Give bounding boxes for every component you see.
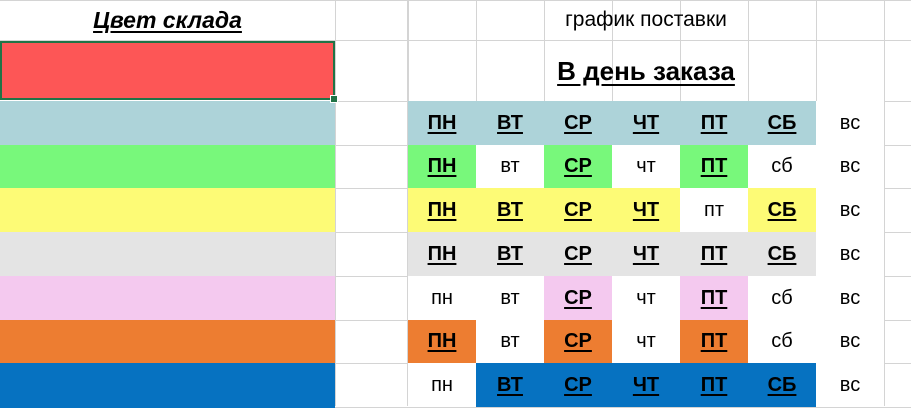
day-cell-r4-ср[interactable]: СР [544,232,612,276]
same-day-order-subtitle: В день заказа [557,55,735,86]
day-cell-r4-чт[interactable]: ЧТ [612,232,680,276]
day-cell-r1-ср[interactable]: СР [544,101,612,145]
gridline-horizontal [0,0,911,1]
day-cell-r1-чт[interactable]: ЧТ [612,101,680,145]
day-cell-r5-ср[interactable]: СР [544,276,612,320]
day-cell-r2-вс[interactable]: вс [816,145,884,188]
day-cell-r7-сб[interactable]: СБ [748,363,816,407]
warehouse-color-title: Цвет склада [93,6,242,33]
day-cell-r4-сб[interactable]: СБ [748,232,816,276]
day-cell-r7-пт[interactable]: ПТ [680,363,748,407]
color-swatch-green[interactable] [0,145,335,190]
day-cell-r3-пт[interactable]: пт [680,188,748,232]
day-cell-r2-сб[interactable]: сб [748,145,816,188]
day-cell-r6-сб[interactable]: сб [748,320,816,363]
day-cell-r2-пт[interactable]: ПТ [680,145,748,188]
day-cell-r1-вт[interactable]: ВТ [476,101,544,145]
day-cell-r6-чт[interactable]: чт [612,320,680,363]
color-swatch-blue[interactable] [0,363,335,408]
day-cell-r3-вс[interactable]: вс [816,188,884,232]
day-cell-r2-вт[interactable]: вт [476,145,544,188]
day-cell-r5-вс[interactable]: вс [816,276,884,320]
day-cell-r5-сб[interactable]: сб [748,276,816,320]
color-swatch-yellow[interactable] [0,188,335,233]
day-cell-r4-пн[interactable]: ПН [408,232,476,276]
day-cell-r4-вс[interactable]: вс [816,232,884,276]
day-cell-r7-пн[interactable]: пн [408,363,476,407]
day-cell-r5-пт[interactable]: ПТ [680,276,748,320]
day-cell-r7-вт[interactable]: ВТ [476,363,544,407]
day-cell-r2-чт[interactable]: чт [612,145,680,188]
day-cell-r5-пн[interactable]: пн [408,276,476,320]
color-swatch-teal[interactable] [0,101,335,146]
day-cell-r6-пн[interactable]: ПН [408,320,476,363]
day-cell-r2-пн[interactable]: ПН [408,145,476,188]
gridline-vertical [335,0,336,406]
color-swatch-gray[interactable] [0,232,335,277]
day-cell-r1-сб[interactable]: СБ [748,101,816,145]
fill-handle[interactable] [330,95,338,103]
day-cell-r1-пн[interactable]: ПН [408,101,476,145]
day-cell-r6-вт[interactable]: вт [476,320,544,363]
day-cell-r7-чт[interactable]: ЧТ [612,363,680,407]
day-cell-r5-чт[interactable]: чт [612,276,680,320]
day-cell-r2-ср[interactable]: СР [544,145,612,188]
day-cell-r1-пт[interactable]: ПТ [680,101,748,145]
color-swatch-orange[interactable] [0,320,335,365]
day-cell-r4-пт[interactable]: ПТ [680,232,748,276]
day-cell-r5-вт[interactable]: вт [476,276,544,320]
day-cell-r6-пт[interactable]: ПТ [680,320,748,363]
color-swatch-red[interactable] [0,41,335,100]
day-cell-r4-вт[interactable]: ВТ [476,232,544,276]
day-cell-r1-вс[interactable]: вс [816,101,884,145]
gridline-horizontal [0,40,911,41]
gridline-vertical [407,0,408,406]
day-cell-r6-ср[interactable]: СР [544,320,612,363]
day-cell-r7-ср[interactable]: СР [544,363,612,407]
day-cell-r3-сб[interactable]: СБ [748,188,816,232]
day-cell-r3-ср[interactable]: СР [544,188,612,232]
delivery-schedule-title: график поставки [565,8,727,31]
gridline-vertical [884,0,885,406]
color-swatch-pink[interactable] [0,276,335,321]
day-cell-r6-вс[interactable]: вс [816,320,884,363]
day-cell-r3-пн[interactable]: ПН [408,188,476,232]
day-cell-r3-чт[interactable]: ЧТ [612,188,680,232]
day-cell-r3-вт[interactable]: ВТ [476,188,544,232]
day-cell-r7-вс[interactable]: вс [816,363,884,407]
